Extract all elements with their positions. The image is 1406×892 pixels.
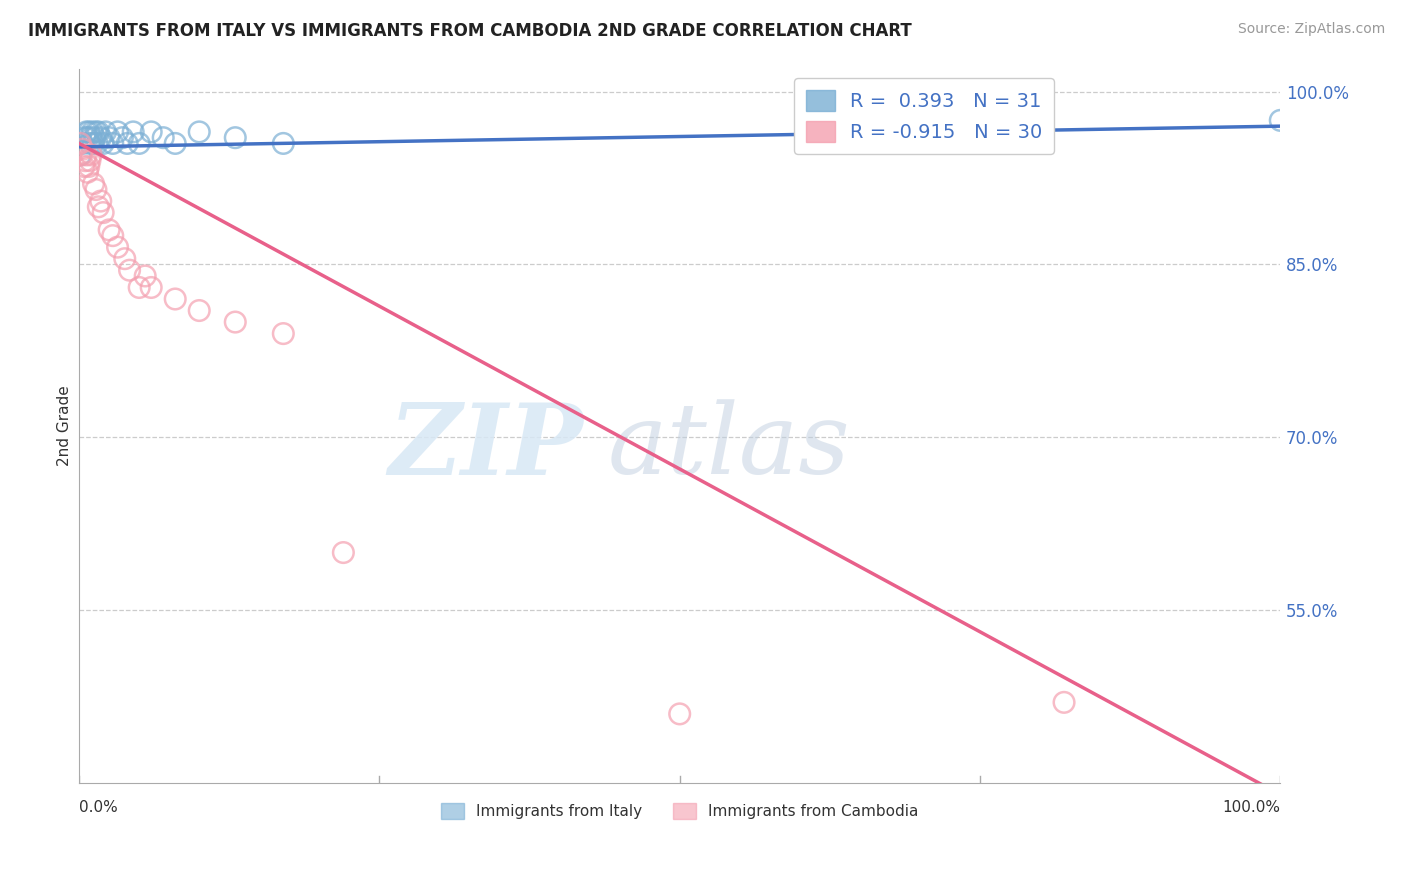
- Point: [224, 130, 246, 145]
- Point: [90, 194, 112, 208]
- Point: [75, 153, 97, 168]
- Point: [69, 136, 91, 151]
- Point: [332, 545, 354, 559]
- Point: [107, 240, 129, 254]
- Point: [80, 130, 103, 145]
- Point: [72, 142, 94, 156]
- Point: [273, 326, 295, 341]
- Point: [83, 130, 105, 145]
- Point: [72, 136, 94, 151]
- Point: [75, 125, 97, 139]
- Point: [1053, 695, 1076, 709]
- Point: [165, 292, 187, 306]
- Point: [77, 160, 100, 174]
- Point: [107, 125, 129, 139]
- Text: Source: ZipAtlas.com: Source: ZipAtlas.com: [1237, 22, 1385, 37]
- Point: [111, 130, 134, 145]
- Point: [101, 228, 124, 243]
- Y-axis label: 2nd Grade: 2nd Grade: [58, 385, 72, 467]
- Text: atlas: atlas: [607, 400, 851, 495]
- Point: [84, 182, 107, 196]
- Legend: Immigrants from Italy, Immigrants from Cambodia: Immigrants from Italy, Immigrants from C…: [434, 797, 925, 825]
- Point: [91, 136, 114, 151]
- Text: 100.0%: 100.0%: [1222, 800, 1281, 815]
- Point: [83, 177, 105, 191]
- Point: [224, 315, 246, 329]
- Point: [128, 280, 150, 294]
- Point: [87, 200, 110, 214]
- Point: [1270, 113, 1292, 128]
- Text: ZIP: ZIP: [388, 399, 583, 495]
- Point: [87, 125, 110, 139]
- Point: [273, 136, 295, 151]
- Point: [70, 148, 93, 162]
- Point: [75, 130, 97, 145]
- Point: [94, 125, 117, 139]
- Point: [73, 160, 96, 174]
- Point: [141, 125, 163, 139]
- Point: [84, 125, 107, 139]
- Point: [98, 130, 121, 145]
- Text: IMMIGRANTS FROM ITALY VS IMMIGRANTS FROM CAMBODIA 2ND GRADE CORRELATION CHART: IMMIGRANTS FROM ITALY VS IMMIGRANTS FROM…: [28, 22, 912, 40]
- Point: [82, 125, 104, 139]
- Point: [76, 130, 98, 145]
- Point: [90, 130, 112, 145]
- Text: 0.0%: 0.0%: [79, 800, 118, 815]
- Point: [122, 125, 145, 139]
- Point: [79, 136, 101, 151]
- Point: [188, 303, 211, 318]
- Point: [69, 148, 91, 162]
- Point: [141, 280, 163, 294]
- Point: [115, 136, 138, 151]
- Point: [114, 252, 136, 266]
- Point: [79, 153, 101, 168]
- Point: [152, 130, 174, 145]
- Point: [86, 136, 108, 151]
- Point: [165, 136, 187, 151]
- Point: [80, 148, 103, 162]
- Point: [77, 125, 100, 139]
- Point: [668, 706, 690, 721]
- Point: [134, 268, 156, 283]
- Point: [98, 223, 121, 237]
- Point: [76, 165, 98, 179]
- Point: [128, 136, 150, 151]
- Point: [83, 136, 105, 151]
- Point: [75, 148, 97, 162]
- Point: [188, 125, 211, 139]
- Point: [101, 136, 124, 151]
- Point: [91, 205, 114, 219]
- Point: [118, 263, 141, 277]
